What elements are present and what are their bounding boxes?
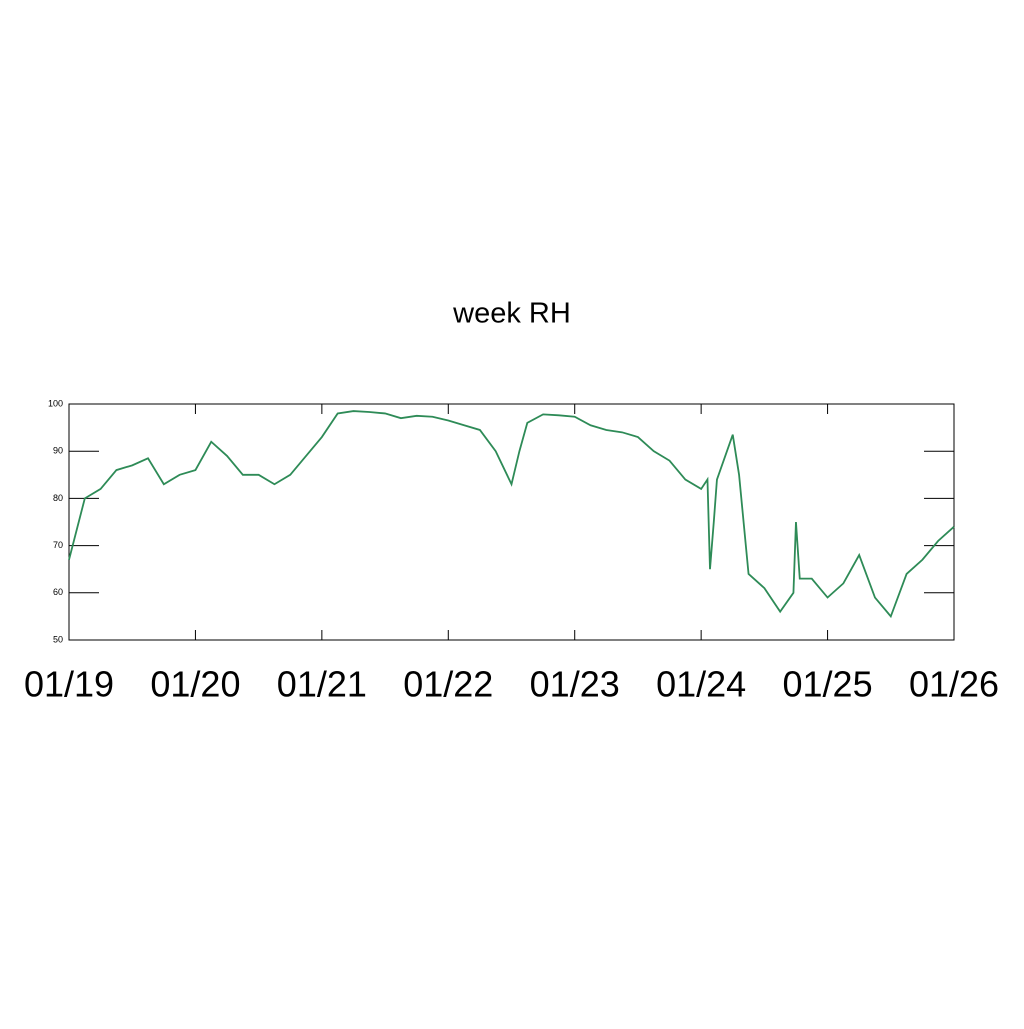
y-tick-label: 100	[48, 398, 63, 408]
plot-frame	[68, 403, 955, 641]
x-tick-label: 01/26	[909, 664, 999, 705]
y-tick-label: 70	[53, 540, 63, 550]
x-tick-label: 01/22	[403, 664, 493, 705]
x-tick-label: 01/23	[530, 664, 620, 705]
x-tick-label: 01/19	[24, 664, 114, 705]
x-tick-label: 01/20	[150, 664, 240, 705]
data-line	[68, 410, 955, 619]
x-tick-label: 01/25	[783, 664, 873, 705]
x-tick-label: 01/24	[656, 664, 746, 705]
y-tick-label: 90	[53, 446, 63, 456]
y-tick-label: 60	[53, 587, 63, 597]
x-tick-label: 01/21	[277, 664, 367, 705]
y-tick-label: 80	[53, 493, 63, 503]
chart-title: week RH	[452, 298, 571, 330]
y-tick-label: 50	[53, 634, 63, 644]
